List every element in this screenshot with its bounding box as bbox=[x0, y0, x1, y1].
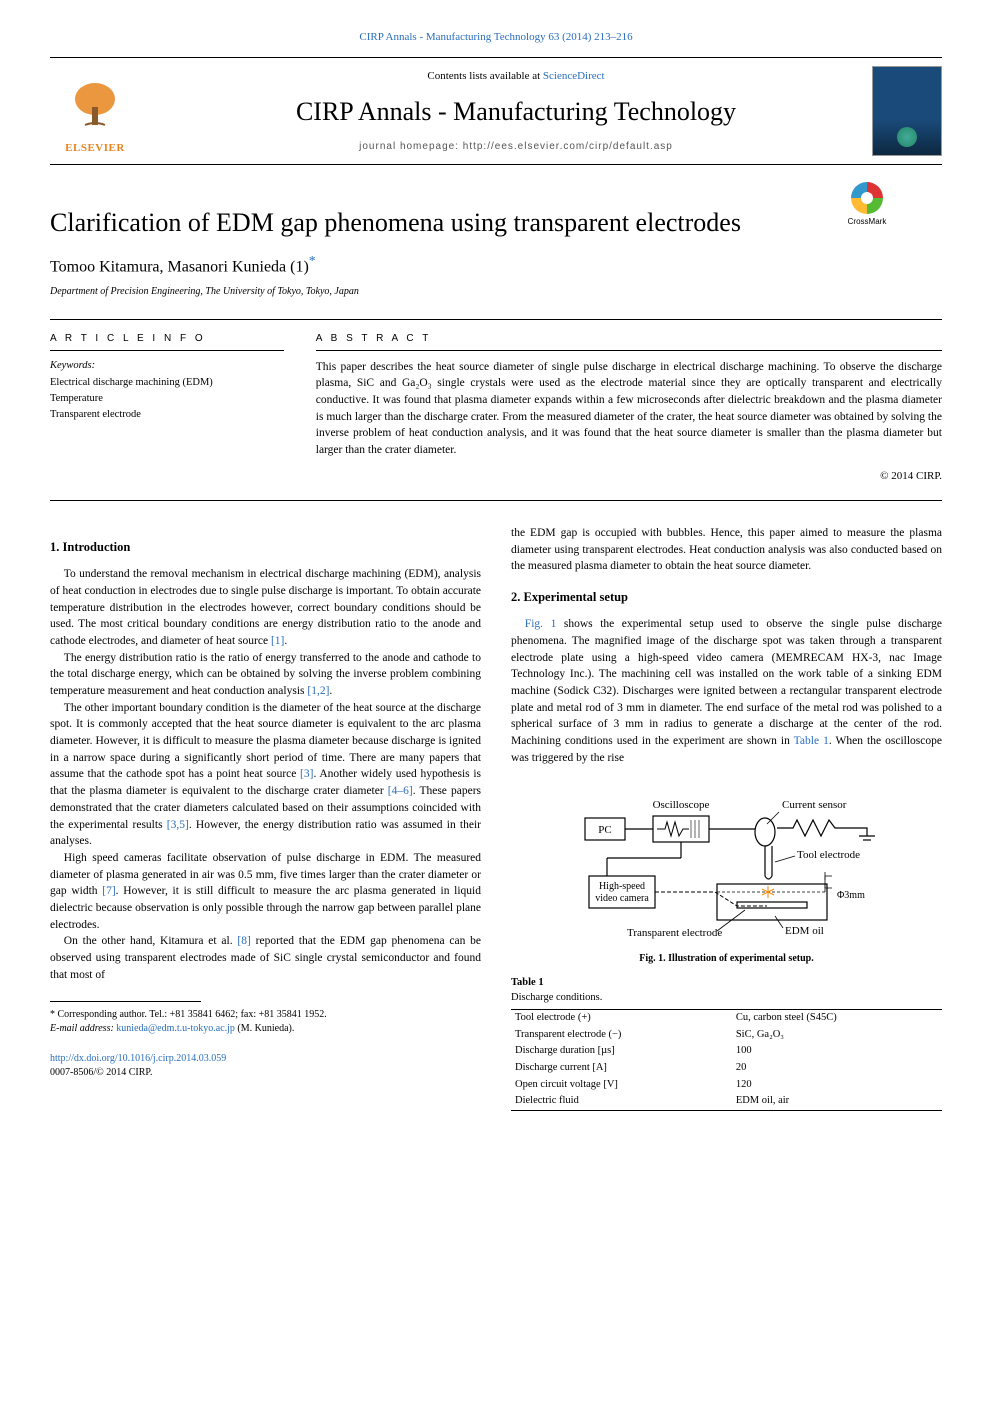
info-abstract-block: A R T I C L E I N F O Keywords: Electric… bbox=[50, 319, 942, 501]
crossmark-icon bbox=[851, 182, 883, 214]
keywords-label: Keywords: bbox=[50, 359, 284, 374]
section-heading: 2. Experimental setup bbox=[511, 589, 942, 607]
table-cell: Discharge current [A] bbox=[511, 1060, 732, 1077]
article-title: Clarification of EDM gap phenomena using… bbox=[50, 205, 942, 241]
table-cell: Tool electrode (+) bbox=[511, 1009, 732, 1026]
doi-link[interactable]: http://dx.doi.org/10.1016/j.cirp.2014.03… bbox=[50, 1053, 226, 1064]
para-text: shows the experimental setup used to obs… bbox=[511, 618, 942, 747]
fig-label-camera1: High-speed bbox=[598, 881, 644, 892]
fig-label-pc: PC bbox=[598, 824, 611, 836]
experimental-setup-diagram: PC Oscilloscope bbox=[567, 776, 887, 946]
keyword: Temperature bbox=[50, 391, 284, 407]
table-cell: 100 bbox=[732, 1043, 942, 1060]
para-text: . bbox=[329, 685, 332, 697]
citation-link[interactable]: [7] bbox=[102, 885, 115, 897]
fig-label-camera2: video camera bbox=[595, 893, 649, 904]
abstract-text: This paper describes the heat source dia… bbox=[316, 359, 942, 459]
para-text: . bbox=[284, 635, 287, 647]
fig-label-oscilloscope: Oscilloscope bbox=[652, 799, 709, 811]
fig-label-current-sensor: Current sensor bbox=[782, 799, 847, 811]
fig-label-tool-electrode: Tool electrode bbox=[797, 849, 860, 861]
contents-line: Contents lists available at ScienceDirec… bbox=[160, 69, 872, 84]
authors: Tomoo Kitamura, Masanori Kunieda (1)* bbox=[50, 252, 942, 279]
journal-name: CIRP Annals - Manufacturing Technology bbox=[160, 94, 872, 130]
journal-header: ELSEVIER Contents lists available at Sci… bbox=[50, 57, 942, 165]
footnote-separator bbox=[50, 1001, 201, 1002]
citation-link[interactable]: CIRP Annals - Manufacturing Technology 6… bbox=[359, 31, 632, 43]
crossmark-badge[interactable]: CrossMark bbox=[842, 182, 892, 232]
paragraph: The energy distribution ratio is the rat… bbox=[50, 650, 481, 700]
email-tail: (M. Kunieda). bbox=[235, 1023, 294, 1034]
table-cell: Cu, carbon steel (S45C) bbox=[732, 1009, 942, 1026]
table-cell: Dielectric fluid bbox=[511, 1093, 732, 1110]
citation-link[interactable]: [1] bbox=[271, 635, 284, 647]
citation-link[interactable]: [4–6] bbox=[388, 785, 413, 797]
table-cell: Transparent electrode (−) bbox=[511, 1027, 732, 1044]
para-text: To understand the removal mechanism in e… bbox=[50, 568, 481, 647]
para-text: On the other hand, Kitamura et al. bbox=[64, 935, 238, 947]
contents-prefix: Contents lists available at bbox=[427, 70, 542, 82]
sciencedirect-link[interactable]: ScienceDirect bbox=[543, 70, 605, 82]
table-cell: Open circuit voltage [V] bbox=[511, 1077, 732, 1094]
copyright: © 2014 CIRP. bbox=[316, 469, 942, 484]
table-cell: 120 bbox=[732, 1077, 942, 1094]
table-cell: Discharge duration [µs] bbox=[511, 1043, 732, 1060]
paragraph: the EDM gap is occupied with bubbles. He… bbox=[511, 525, 942, 575]
keyword: Transparent electrode bbox=[50, 407, 284, 423]
abstract-label: A B S T R A C T bbox=[316, 332, 942, 346]
section-heading: 1. Introduction bbox=[50, 539, 481, 557]
doi-block: http://dx.doi.org/10.1016/j.cirp.2014.03… bbox=[50, 1052, 481, 1080]
left-column: 1. Introduction To understand the remova… bbox=[50, 525, 481, 1111]
table-cell: SiC, Ga₂O₃ bbox=[732, 1027, 942, 1044]
journal-cover-thumb bbox=[872, 66, 942, 156]
crossmark-label: CrossMark bbox=[848, 216, 887, 227]
right-column: the EDM gap is occupied with bubbles. He… bbox=[511, 525, 942, 1111]
citation-link[interactable]: [8] bbox=[237, 935, 250, 947]
keyword: Electrical discharge machining (EDM) bbox=[50, 375, 284, 391]
fig-label-edm-oil: EDM oil bbox=[785, 925, 824, 937]
table-cell: 20 bbox=[732, 1060, 942, 1077]
para-text: The energy distribution ratio is the rat… bbox=[50, 652, 481, 697]
issn-text: 0007-8506/© 2014 CIRP. bbox=[50, 1067, 152, 1078]
body-columns: 1. Introduction To understand the remova… bbox=[50, 525, 942, 1111]
keywords-list: Electrical discharge machining (EDM) Tem… bbox=[50, 375, 284, 422]
paragraph: On the other hand, Kitamura et al. [8] r… bbox=[50, 933, 481, 983]
corr-marker[interactable]: * bbox=[309, 253, 316, 268]
paragraph: The other important boundary condition i… bbox=[50, 700, 481, 850]
author-names: Tomoo Kitamura, Masanori Kunieda (1) bbox=[50, 258, 309, 275]
email-link[interactable]: kunieda@edm.t.u-tokyo.ac.jp bbox=[116, 1023, 235, 1034]
table-title: Table 1 bbox=[511, 976, 942, 991]
table-ref-link[interactable]: Table 1 bbox=[794, 735, 829, 747]
fig-label-phi: Φ3mm bbox=[837, 890, 865, 901]
table-subtitle: Discharge conditions. bbox=[511, 991, 942, 1006]
citation-link[interactable]: [1,2] bbox=[307, 685, 329, 697]
citation-link[interactable]: [3] bbox=[300, 768, 313, 780]
citation-link[interactable]: [3,5] bbox=[167, 819, 189, 831]
email-label: E-mail address: bbox=[50, 1023, 116, 1034]
figure-caption: Fig. 1. Illustration of experimental set… bbox=[511, 952, 942, 966]
paragraph: To understand the removal mechanism in e… bbox=[50, 566, 481, 649]
paragraph: High speed cameras facilitate observatio… bbox=[50, 850, 481, 933]
article-info-label: A R T I C L E I N F O bbox=[50, 332, 284, 346]
email-footnote: E-mail address: kunieda@edm.t.u-tokyo.ac… bbox=[50, 1022, 481, 1036]
journal-homepage: journal homepage: http://ees.elsevier.co… bbox=[160, 140, 872, 154]
journal-citation: CIRP Annals - Manufacturing Technology 6… bbox=[50, 30, 942, 45]
corresponding-footnote: * Corresponding author. Tel.: +81 35841 … bbox=[50, 1008, 481, 1022]
table-cell: EDM oil, air bbox=[732, 1093, 942, 1110]
elsevier-text: ELSEVIER bbox=[65, 141, 125, 156]
fig-label-transparent-electrode: Transparent electrode bbox=[627, 927, 722, 939]
elsevier-logo: ELSEVIER bbox=[50, 66, 140, 156]
table-1: Tool electrode (+)Cu, carbon steel (S45C… bbox=[511, 1009, 942, 1111]
fig-caption-text: Fig. 1. Illustration of experimental set… bbox=[639, 953, 813, 964]
elsevier-tree-icon bbox=[65, 77, 125, 137]
figure-1: PC Oscilloscope bbox=[511, 776, 942, 966]
affiliation: Department of Precision Engineering, The… bbox=[50, 285, 942, 299]
paragraph: Fig. 1 shows the experimental setup used… bbox=[511, 616, 942, 766]
figure-ref-link[interactable]: Fig. 1 bbox=[525, 618, 557, 630]
